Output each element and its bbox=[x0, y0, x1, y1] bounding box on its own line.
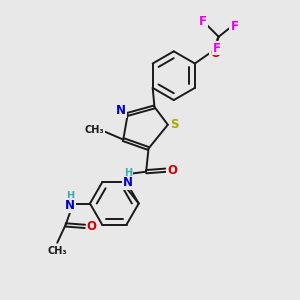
Text: S: S bbox=[170, 118, 178, 131]
Text: O: O bbox=[167, 164, 177, 177]
Text: N: N bbox=[116, 104, 126, 117]
Text: F: F bbox=[213, 42, 220, 55]
Text: CH₃: CH₃ bbox=[85, 125, 104, 135]
Text: H: H bbox=[66, 191, 74, 201]
Text: O: O bbox=[210, 46, 220, 60]
Text: H: H bbox=[124, 169, 132, 178]
Text: F: F bbox=[230, 20, 238, 33]
Text: O: O bbox=[86, 220, 96, 233]
Text: F: F bbox=[199, 15, 207, 28]
Text: N: N bbox=[65, 199, 75, 212]
Text: CH₃: CH₃ bbox=[47, 246, 67, 256]
Text: N: N bbox=[123, 176, 133, 190]
